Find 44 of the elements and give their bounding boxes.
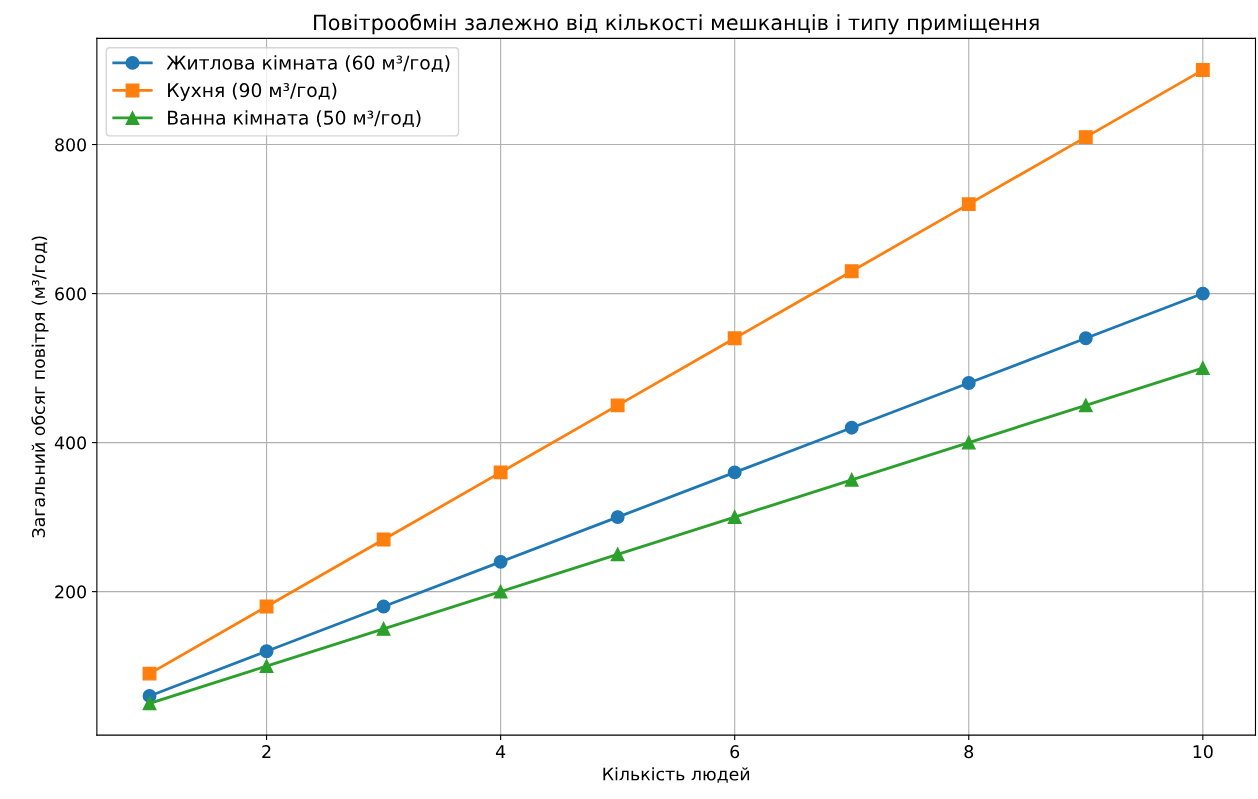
point bbox=[727, 465, 742, 480]
legend-label: Ванна кімната (50 м³/год) bbox=[168, 110, 421, 128]
point bbox=[610, 510, 625, 525]
y-tick-label: 600 bbox=[55, 287, 86, 301]
point bbox=[1195, 361, 1210, 376]
point bbox=[259, 659, 274, 674]
point bbox=[1078, 398, 1093, 413]
point bbox=[844, 264, 859, 279]
x-tick-label: 10 bbox=[1193, 745, 1213, 759]
point bbox=[493, 465, 508, 480]
point bbox=[844, 420, 859, 435]
point bbox=[376, 599, 391, 614]
point bbox=[961, 197, 976, 212]
point bbox=[493, 554, 508, 569]
x-tick-label: 2 bbox=[262, 745, 271, 758]
point bbox=[727, 331, 742, 346]
point bbox=[1195, 63, 1210, 77]
legend-label: Житлова кімната (60 м³/год) bbox=[166, 55, 450, 73]
point bbox=[259, 599, 274, 614]
x-tick-label: 8 bbox=[964, 745, 974, 759]
point bbox=[142, 696, 157, 711]
point bbox=[844, 472, 859, 487]
legend-label: Кухня (90 м³/год) bbox=[168, 82, 337, 101]
y-tick-label: 800 bbox=[55, 138, 86, 152]
x-axis-title: Кількість людей bbox=[603, 767, 750, 783]
point bbox=[610, 547, 625, 562]
y-axis-title: Загальний обсяг повітря (м³/год) bbox=[31, 236, 49, 538]
point bbox=[727, 510, 742, 525]
point bbox=[493, 584, 508, 599]
point bbox=[610, 398, 625, 413]
y-tick-label: 200 bbox=[55, 585, 86, 599]
point bbox=[961, 376, 976, 390]
point bbox=[142, 666, 157, 681]
x-tick-label: 4 bbox=[495, 745, 506, 758]
point bbox=[961, 435, 976, 450]
chart-title: Повітрообмін залежно від кількості мешканців і типу приміщення bbox=[314, 13, 1039, 35]
point bbox=[1195, 286, 1210, 301]
x-tick-label: 6 bbox=[730, 745, 740, 759]
y-tick-label: 400 bbox=[54, 436, 86, 450]
point bbox=[376, 621, 391, 636]
point bbox=[1078, 331, 1093, 346]
point bbox=[259, 644, 274, 659]
point bbox=[1078, 130, 1093, 145]
point bbox=[376, 532, 391, 547]
